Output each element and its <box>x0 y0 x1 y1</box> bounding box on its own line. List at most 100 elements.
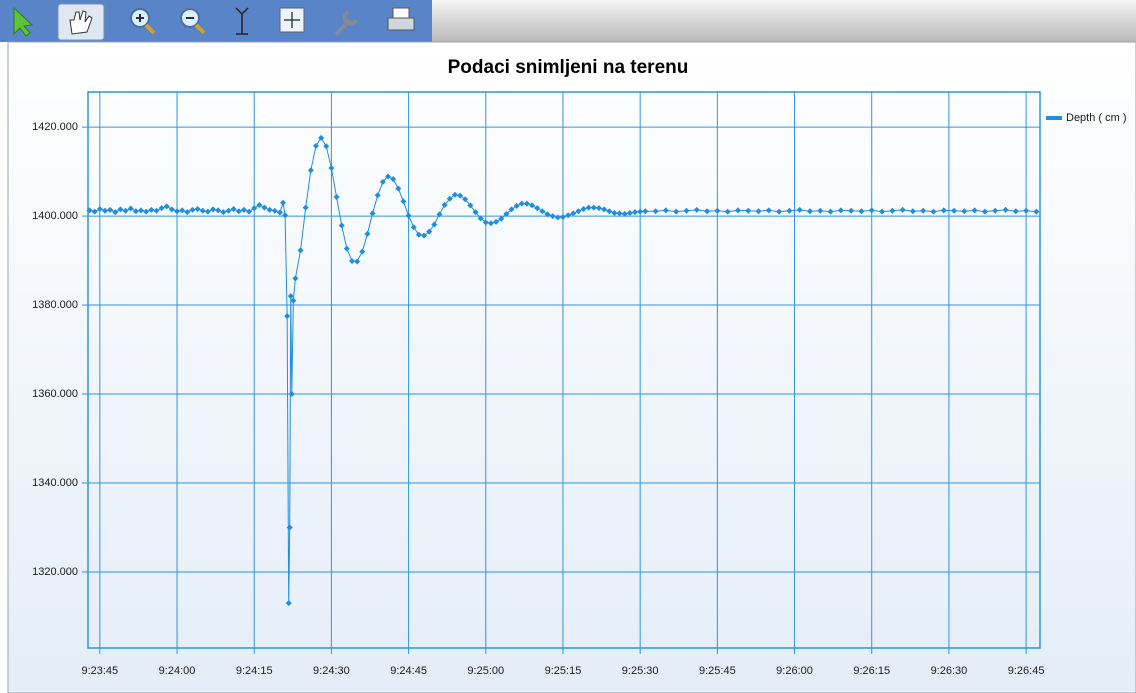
data-point <box>637 208 644 215</box>
data-point <box>611 209 618 216</box>
data-point <box>204 208 211 215</box>
data-point <box>796 206 803 213</box>
data-point <box>776 208 783 215</box>
data-point <box>544 211 551 218</box>
data-point <box>441 201 448 208</box>
data-point <box>285 600 292 607</box>
y-tick-label: 1340.000 <box>32 477 78 489</box>
data-point <box>817 207 824 214</box>
data-point <box>580 205 587 212</box>
x-tick-label: 9:24:30 <box>313 665 350 677</box>
data-point <box>256 201 263 208</box>
chart-title: Podaci snimljeni na terenu <box>448 57 689 78</box>
data-point <box>246 208 253 215</box>
data-point <box>338 222 345 229</box>
data-point <box>312 142 319 149</box>
x-tick-label: 9:24:45 <box>390 665 427 677</box>
data-point <box>493 218 500 225</box>
data-point <box>590 204 597 211</box>
tool-zoom-in[interactable] <box>130 8 156 35</box>
data-point <box>518 200 525 207</box>
data-point <box>287 293 294 300</box>
data-point <box>323 143 330 150</box>
data-point <box>920 207 927 214</box>
data-point <box>168 206 175 213</box>
y-tick-label: 1400.000 <box>32 210 78 222</box>
data-point <box>632 209 639 216</box>
legend-label: Depth ( cm ) <box>1066 112 1127 124</box>
data-point <box>529 202 536 209</box>
data-point <box>786 207 793 214</box>
data-point <box>930 208 937 215</box>
data-point <box>354 258 361 265</box>
data-point <box>534 205 541 212</box>
data-point <box>395 185 402 192</box>
data-point <box>410 224 417 231</box>
data-point <box>235 208 242 215</box>
data-point <box>280 199 287 206</box>
data-point <box>184 209 191 216</box>
data-point <box>374 192 381 199</box>
data-point <box>290 297 297 304</box>
data-point <box>539 208 546 215</box>
data-point <box>457 192 464 199</box>
tool-select[interactable] <box>13 6 34 37</box>
data-point <box>158 205 165 212</box>
data-point <box>848 207 855 214</box>
data-point <box>225 207 232 214</box>
y-tick-label: 1380.000 <box>32 299 78 311</box>
data-point <box>385 173 392 180</box>
data-point <box>899 206 906 213</box>
data-point <box>621 210 628 217</box>
data-point <box>971 207 978 214</box>
data-point <box>837 207 844 214</box>
data-point <box>276 209 283 216</box>
data-point <box>714 207 721 214</box>
data-point <box>390 176 397 183</box>
data-point <box>210 206 217 213</box>
data-point <box>462 196 469 203</box>
data-point <box>662 207 669 214</box>
data-point <box>940 207 947 214</box>
data-point <box>86 207 93 214</box>
data-point <box>333 193 340 200</box>
data-point <box>288 391 295 398</box>
data-point <box>673 208 680 215</box>
data-point <box>704 208 711 215</box>
tool-cursor[interactable] <box>235 7 249 35</box>
data-point <box>292 275 299 282</box>
data-point <box>601 206 608 213</box>
data-point <box>122 207 129 214</box>
data-point <box>364 230 371 237</box>
data-point <box>549 213 556 220</box>
data-point <box>230 205 237 212</box>
tool-pan[interactable] <box>57 3 105 41</box>
data-point <box>163 203 170 210</box>
data-point <box>266 206 273 213</box>
data-point <box>642 208 649 215</box>
data-point <box>215 207 222 214</box>
data-point <box>284 313 291 320</box>
tool-print[interactable] <box>387 7 415 31</box>
data-point <box>328 165 335 172</box>
x-tick-label: 9:25:15 <box>545 665 582 677</box>
data-point <box>523 200 530 207</box>
x-tick-label: 9:25:30 <box>622 665 659 677</box>
tool-settings[interactable] <box>334 10 358 36</box>
data-point <box>117 206 124 213</box>
tool-fit[interactable] <box>279 7 305 33</box>
data-point <box>652 208 659 215</box>
data-point <box>1012 208 1019 215</box>
data-point <box>240 206 247 213</box>
data-point <box>585 204 592 211</box>
data-point <box>451 191 458 198</box>
data-point <box>554 214 561 221</box>
data-point <box>220 209 227 216</box>
x-tick-label: 9:26:45 <box>1008 665 1045 677</box>
data-point <box>951 207 958 214</box>
data-point <box>992 207 999 214</box>
data-point <box>112 209 119 216</box>
data-point <box>868 207 875 214</box>
data-point <box>575 208 582 215</box>
tool-zoom-out[interactable] <box>180 8 206 35</box>
